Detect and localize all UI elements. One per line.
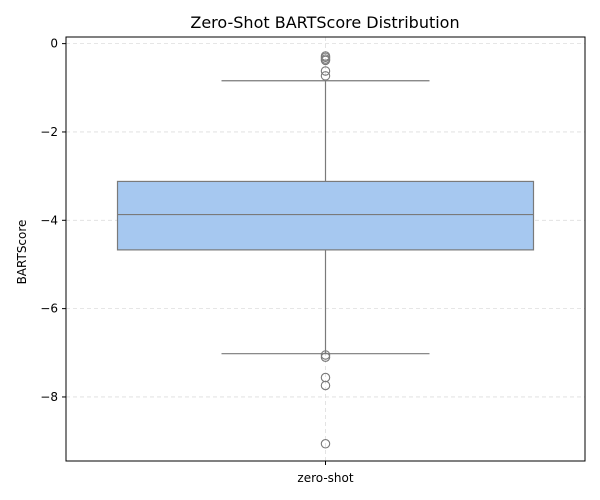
- outlier-point: [320, 71, 331, 81]
- y-tick-label: −8: [40, 390, 58, 404]
- outlier-point: [320, 380, 331, 391]
- outlier-point: [320, 66, 331, 76]
- outlier-point: [320, 55, 331, 66]
- y-tick-label: −4: [40, 213, 58, 227]
- x-tick-label: zero-shot: [297, 471, 353, 485]
- y-axis-label: BARTScore: [15, 220, 29, 285]
- y-tick-label: −2: [40, 125, 58, 139]
- y-tick-label: 0: [50, 37, 58, 51]
- box-iqr: [116, 180, 535, 251]
- axes: 0 −2 −4 −6 −8 zero-shot: [40, 36, 586, 485]
- outlier-point: [320, 439, 331, 449]
- box-group: [116, 51, 535, 449]
- chart-title: Zero-Shot BARTScore Distribution: [190, 13, 459, 32]
- outlier-point: [320, 352, 331, 362]
- y-tick-label: −6: [40, 302, 58, 316]
